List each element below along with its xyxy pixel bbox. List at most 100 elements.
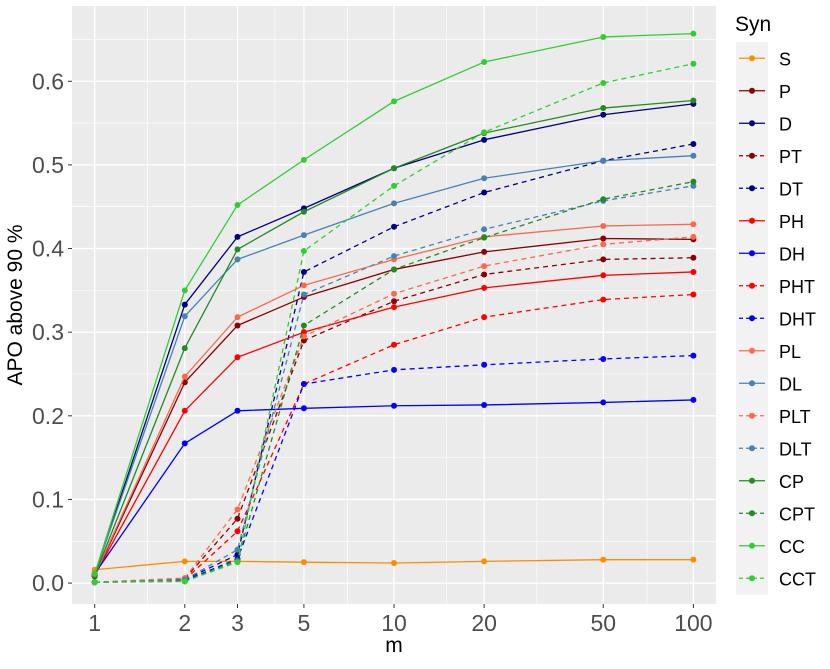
data-point-pl bbox=[234, 314, 241, 321]
data-point-cp bbox=[600, 105, 607, 112]
legend-item-pht: PHT bbox=[739, 277, 815, 297]
data-point-cc bbox=[481, 59, 488, 66]
data-point-plt bbox=[481, 263, 488, 270]
data-point-p bbox=[234, 322, 241, 329]
data-point-pt bbox=[234, 515, 241, 522]
data-point-s bbox=[181, 558, 188, 565]
data-point-plt bbox=[300, 333, 307, 340]
legend-item-plt: PLT bbox=[739, 407, 811, 427]
legend-key-point bbox=[749, 217, 755, 224]
data-point-pht bbox=[391, 341, 398, 348]
data-point-cp bbox=[391, 165, 398, 172]
data-point-pht bbox=[690, 291, 697, 298]
x-tick-label: 20 bbox=[471, 610, 497, 636]
x-tick-label: 5 bbox=[298, 610, 311, 636]
series-line-cp bbox=[94, 99, 694, 576]
series-cc bbox=[91, 30, 697, 577]
data-point-s bbox=[600, 556, 607, 563]
legend-key-point bbox=[749, 315, 755, 322]
data-point-dl bbox=[690, 152, 697, 159]
data-point-cp bbox=[300, 208, 307, 215]
legend-label: CCT bbox=[779, 569, 816, 589]
data-point-dl bbox=[181, 313, 188, 320]
data-point-s bbox=[300, 559, 307, 566]
series-line-cct bbox=[94, 63, 694, 583]
data-point-pt bbox=[300, 337, 307, 344]
legend-key-point bbox=[749, 120, 755, 127]
legend-label: CPT bbox=[779, 504, 815, 524]
data-point-pt bbox=[690, 254, 697, 261]
legend-label: PL bbox=[779, 342, 801, 362]
x-tick-label: 2 bbox=[178, 610, 191, 636]
data-point-dht bbox=[391, 366, 398, 373]
data-point-dlt bbox=[234, 546, 241, 553]
data-point-plt bbox=[600, 241, 607, 248]
legend-label: DT bbox=[779, 179, 803, 199]
series-ph bbox=[91, 268, 697, 579]
legend-item-ph: PH bbox=[739, 212, 804, 232]
legend-label: DL bbox=[779, 374, 802, 394]
data-point-dl bbox=[300, 232, 307, 239]
y-tick-label: 0.0 bbox=[32, 570, 64, 596]
legend-label: CC bbox=[779, 537, 805, 557]
legend-key-point bbox=[749, 152, 755, 159]
data-point-s bbox=[391, 560, 398, 567]
legend-item-cp: CP bbox=[739, 472, 804, 492]
data-point-dh bbox=[300, 405, 307, 412]
data-point-dt bbox=[300, 268, 307, 275]
legend-key-point bbox=[749, 347, 755, 354]
y-tick-label: 0.3 bbox=[32, 319, 64, 345]
data-point-ph bbox=[690, 268, 697, 275]
series-line-dh bbox=[94, 399, 694, 575]
data-point-ph bbox=[481, 284, 488, 291]
legend-label: PHT bbox=[779, 277, 815, 297]
axes-layer: 0.0 0.1 0.2 0.3 0.4 0.5 0.6 1 2 3 5 10 20 50 100 bbox=[32, 68, 713, 636]
series-line-pht bbox=[94, 293, 694, 583]
data-point-cct bbox=[690, 60, 697, 67]
series-plt bbox=[91, 233, 697, 586]
legend: SPD PT DT PH DH PHT DHT PL DL PLT DLT CP CPT CC CCT bbox=[736, 42, 816, 595]
series-layer bbox=[91, 30, 697, 586]
data-point-d bbox=[234, 233, 241, 240]
data-point-cct bbox=[91, 579, 98, 586]
series-line-dht bbox=[94, 354, 694, 583]
legend-label: DHT bbox=[779, 309, 816, 329]
data-point-d bbox=[600, 111, 607, 118]
data-point-dh bbox=[690, 396, 697, 403]
legend-key-point bbox=[749, 575, 755, 582]
series-line-dlt bbox=[94, 185, 694, 583]
series-dl bbox=[91, 152, 697, 577]
data-point-dlt bbox=[300, 291, 307, 298]
series-line-dl bbox=[94, 155, 694, 575]
legend-label: DLT bbox=[779, 439, 812, 459]
data-point-cc bbox=[91, 570, 98, 577]
data-point-dht bbox=[481, 361, 488, 368]
data-point-cpt bbox=[391, 266, 398, 273]
data-point-cc bbox=[181, 287, 188, 294]
data-point-cpt bbox=[481, 234, 488, 241]
data-point-cct bbox=[234, 559, 241, 566]
x-tick-label: 50 bbox=[590, 610, 616, 636]
legend-item-dht: DHT bbox=[739, 309, 816, 329]
data-point-cpt bbox=[690, 178, 697, 185]
x-axis-label: m bbox=[385, 634, 403, 657]
data-point-cc bbox=[690, 30, 697, 37]
data-point-cpt bbox=[600, 196, 607, 203]
x-tick-label: 3 bbox=[231, 610, 244, 636]
series-line-ph bbox=[94, 271, 694, 576]
data-point-pt bbox=[481, 271, 488, 278]
legend-label: S bbox=[779, 49, 791, 69]
data-point-d bbox=[481, 136, 488, 143]
data-point-ph bbox=[600, 272, 607, 279]
data-point-pt bbox=[391, 298, 398, 305]
data-point-plt bbox=[234, 506, 241, 513]
legend-item-cc: CC bbox=[739, 537, 805, 557]
data-point-dlt bbox=[391, 253, 398, 260]
legend-label: D bbox=[779, 114, 792, 134]
data-point-pht bbox=[600, 296, 607, 303]
data-point-dt bbox=[391, 223, 398, 230]
series-dh bbox=[91, 396, 697, 577]
data-point-dl bbox=[234, 256, 241, 263]
data-point-s bbox=[690, 556, 697, 563]
